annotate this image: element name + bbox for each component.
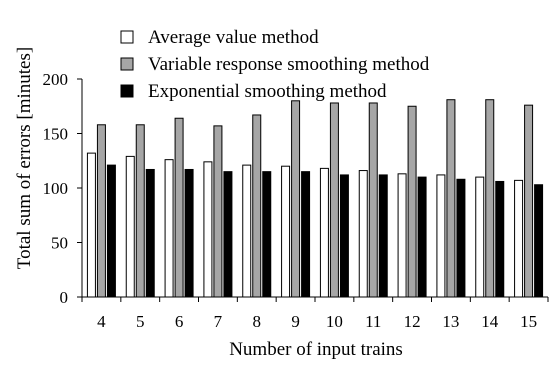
y-tick-label: 0 [60,288,69,307]
x-tick-label: 15 [520,312,537,331]
legend-swatch [120,57,134,71]
y-tick-label: 100 [43,179,69,198]
legend: Average value method Variable response sm… [120,27,430,102]
bar [368,102,378,298]
legend-swatch [120,84,134,98]
bar [378,174,388,298]
bar [436,174,446,298]
bar [96,124,106,298]
bar [319,167,329,298]
x-axis-title: Number of input trains [229,339,403,360]
x-tick-label: 4 [97,312,106,331]
bar [223,171,233,298]
bar [203,161,213,298]
bar [106,164,116,298]
bar [358,170,368,298]
bar [514,179,524,298]
bar [252,114,262,298]
x-tick-label: 7 [214,312,223,331]
bar [125,155,135,298]
bar [495,180,505,298]
x-tick-label: 5 [136,312,145,331]
legend-label: Exponential smoothing method [148,81,387,102]
bar [164,159,174,298]
bar [174,117,184,298]
plot-area: 0 50 100 150 200 4 5 6 7 8 9 10 11 12 13 14 15 [43,70,549,331]
x-tick-label: 12 [404,312,421,331]
bar [329,102,339,298]
bar [135,124,145,298]
y-tick-label: 150 [43,125,69,144]
bar [291,100,301,298]
x-tick-label: 10 [326,312,343,331]
y-axis-title: Total sum of errors [minutes] [14,47,35,269]
bar [281,165,291,298]
y-tick-label: 50 [51,234,68,253]
bar [407,105,417,298]
bar [475,176,485,298]
bar [456,178,466,298]
x-tick-label: 9 [291,312,300,331]
bar [524,104,534,298]
legend-swatch [120,30,134,44]
x-tick-label: 11 [365,312,381,331]
y-tick-label: 200 [43,70,69,89]
x-tick-label: 14 [481,312,499,331]
x-tick-label: 13 [442,312,459,331]
bar [301,171,311,298]
bar [339,174,349,298]
legend-label: Average value method [148,27,319,48]
bar [397,173,407,298]
x-tick-label: 6 [175,312,184,331]
bar [534,184,544,298]
bar [86,152,96,298]
bar [262,171,272,298]
bar [242,164,252,298]
bar [446,99,456,298]
bar [213,125,223,298]
bar [485,99,495,298]
bar [184,168,194,298]
bar [145,168,155,298]
legend-label: Variable response smoothing method [148,54,430,75]
bar [417,176,427,298]
x-tick-label: 8 [253,312,262,331]
